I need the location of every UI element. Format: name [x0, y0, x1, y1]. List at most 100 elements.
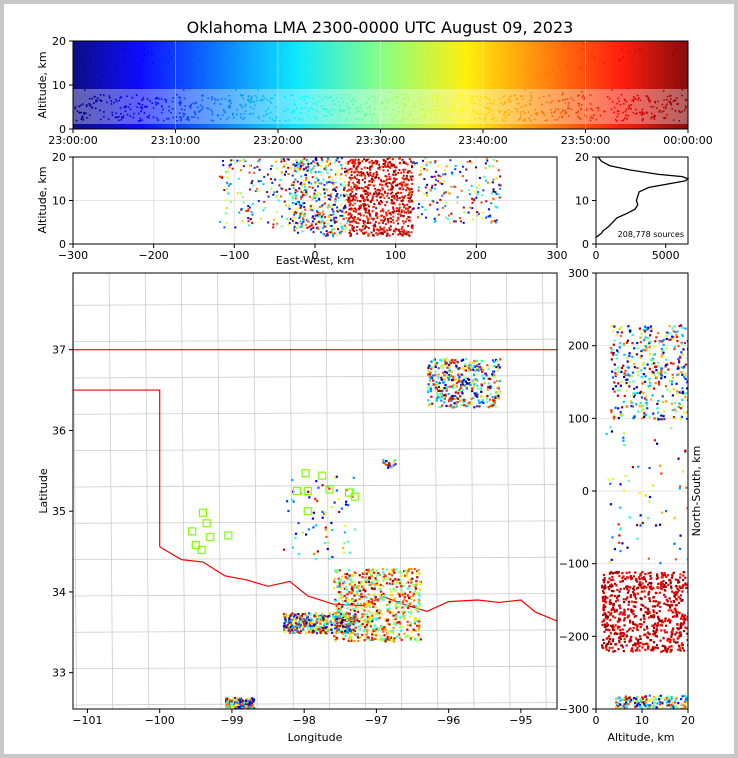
- ew-altitude-source-point: [314, 189, 317, 192]
- ew-altitude-source-point: [351, 207, 354, 210]
- alt-ns-source-point: [605, 648, 608, 651]
- ew-altitude-source-point: [456, 196, 459, 199]
- alt-ns-source-point: [614, 385, 617, 388]
- plan-view-source-point: [394, 589, 397, 592]
- plan-view-source-point: [288, 631, 292, 634]
- plan-view-source-point: [291, 612, 294, 615]
- plan-view-source-point: [403, 598, 406, 601]
- time-height-source-point: [381, 76, 384, 79]
- alt-ns-source-point: [647, 385, 650, 388]
- alt-ns-source-point: [660, 418, 663, 421]
- time-height-source-point: [213, 102, 216, 105]
- plan-view-source-point: [293, 615, 296, 618]
- plan-view-source-point: [230, 705, 234, 708]
- alt-ns-source-point: [670, 361, 673, 365]
- ew-altitude-source-point: [319, 174, 322, 177]
- plan-view-source-point: [287, 621, 290, 624]
- time-height-source-point: [250, 97, 253, 100]
- plan-view-source-point: [471, 389, 474, 393]
- time-height-source-point: [485, 113, 488, 116]
- plan-view-source-point: [287, 509, 290, 513]
- plan-view-source-point: [346, 577, 349, 580]
- plan-view-source-point: [372, 612, 375, 615]
- ew-altitude-source-point: [368, 180, 371, 183]
- time-height-source-point: [85, 112, 87, 115]
- plan-view-source-point: [475, 359, 478, 363]
- time-height-source-point: [543, 114, 546, 116]
- ew-altitude-source-point: [299, 195, 302, 198]
- ew-altitude-source-point: [302, 168, 305, 171]
- plan-view-source-point: [457, 374, 460, 377]
- ew-altitude-source-point: [331, 179, 334, 182]
- plan-view-source-point: [346, 602, 350, 605]
- alt-ns-source-point: [640, 369, 643, 372]
- time-height-source-point: [674, 109, 677, 112]
- ew-altitude-source-point: [230, 159, 233, 162]
- time-height-source-point: [403, 103, 406, 105]
- plan-view-source-point: [473, 406, 476, 409]
- time-height-source-point: [427, 61, 430, 63]
- plan-view-source-point: [322, 618, 325, 621]
- ew-altitude-source-point: [378, 232, 381, 235]
- plan-view-source-point: [406, 628, 409, 631]
- time-height-source-point: [115, 98, 117, 101]
- ew-altitude-source-point: [380, 180, 383, 183]
- time-height-source-point: [179, 116, 181, 119]
- plan-view-source-point: [380, 624, 383, 628]
- time-height-source-point: [211, 96, 213, 98]
- time-height-source-point: [482, 118, 485, 121]
- ew-altitude-source-point: [459, 220, 462, 223]
- plan-view-source-point: [389, 610, 393, 613]
- ew-altitude-source-point: [355, 184, 358, 187]
- plan-view-source-point: [403, 596, 406, 599]
- ew-altitude-source-point: [406, 207, 409, 210]
- time-height-source-point: [141, 99, 143, 101]
- plan-view-source-point: [494, 395, 497, 398]
- time-height-source-point: [622, 119, 625, 121]
- plan-view-source-point: [384, 463, 388, 466]
- plan-view-source-point: [380, 637, 383, 641]
- time-height-source-point: [541, 111, 544, 114]
- ew-altitude-source-point: [283, 173, 286, 176]
- alt-ns-source-point: [610, 409, 613, 412]
- ew-altitude-source-point: [372, 162, 375, 165]
- plan-view-source-point: [237, 707, 240, 709]
- ew-altitude-source-point: [347, 183, 350, 186]
- lma-station-marker: [188, 527, 197, 536]
- plan-view-source-point: [391, 629, 395, 632]
- ew-altitude-source-point: [266, 173, 269, 176]
- plan-view-source-point: [247, 698, 250, 701]
- time-height-source-point: [493, 100, 495, 102]
- alt-ns-source-point: [632, 613, 635, 616]
- time-height-source-point: [557, 99, 560, 102]
- alt-ns-source-point: [621, 413, 624, 416]
- time-height-source-point: [487, 108, 489, 111]
- plan-view-source-point: [442, 364, 445, 367]
- alt-ns-source-point: [639, 356, 642, 359]
- plan-view-source-point: [345, 588, 348, 592]
- alt-ns-source-point: [660, 369, 663, 372]
- ew-altitude-source-point: [320, 231, 323, 234]
- alt-ns-source-point: [657, 341, 661, 344]
- alt-ns-source-point: [636, 625, 639, 628]
- time-height-source-point: [473, 102, 476, 105]
- ew-altitude-source-point: [398, 210, 401, 213]
- time-height-xtick-label: 23:40:00: [458, 134, 507, 147]
- time-height-source-point: [439, 101, 441, 103]
- time-height-source-point: [231, 114, 234, 116]
- plan-view-ytick-label: 36: [52, 424, 66, 437]
- time-height-source-point: [517, 119, 520, 121]
- alt-ns-source-point: [645, 394, 648, 397]
- ew-altitude-source-point: [279, 178, 282, 181]
- plan-view-source-point: [446, 366, 449, 369]
- time-height-source-point: [625, 114, 627, 117]
- alt-ns-source-point: [670, 383, 674, 386]
- ew-altitude-source-point: [224, 199, 227, 202]
- time-height-source-point: [462, 108, 464, 111]
- plan-view-source-point: [402, 614, 405, 617]
- plan-view-source-point: [326, 615, 330, 618]
- time-height-source-point: [226, 118, 228, 121]
- ew-altitude-source-point: [495, 160, 498, 163]
- plan-view-source-point: [306, 626, 310, 629]
- ew-altitude-source-point: [376, 216, 379, 219]
